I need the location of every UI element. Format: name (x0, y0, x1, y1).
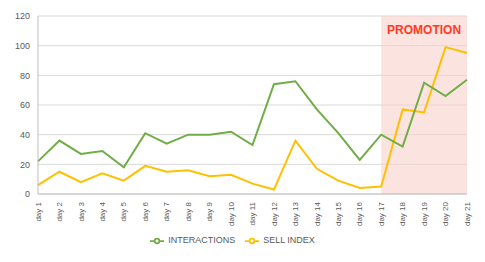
svg-text:day 15: day 15 (334, 201, 343, 226)
svg-text:day 1: day 1 (34, 201, 43, 221)
svg-text:day 2: day 2 (55, 201, 64, 221)
svg-text:day 20: day 20 (441, 201, 450, 226)
html-text:INTERACTIONS: INTERACTIONS (168, 235, 236, 246)
svg-text:day 4: day 4 (98, 201, 107, 221)
svg-text:day 9: day 9 (205, 201, 214, 221)
svg-text:day 6: day 6 (141, 201, 150, 221)
svg-text:day 17: day 17 (377, 201, 386, 226)
svg-text:day 12: day 12 (270, 201, 279, 226)
svg-text:100: 100 (15, 41, 30, 51)
svg-text:20: 20 (20, 160, 30, 170)
svg-text:day 21: day 21 (463, 201, 472, 226)
svg-text:day 11: day 11 (248, 201, 257, 225)
svg-text:0: 0 (25, 189, 30, 199)
html-text:SELL INDEX: SELL INDEX (263, 235, 315, 246)
svg-text:day 16: day 16 (355, 201, 364, 226)
svg-text:day 3: day 3 (77, 201, 86, 221)
svg-text:40: 40 (20, 130, 30, 140)
svg-text:day 19: day 19 (420, 201, 429, 226)
svg-text:60: 60 (20, 100, 30, 110)
svg-text:day 10: day 10 (227, 201, 236, 226)
svg-text:day 13: day 13 (291, 201, 300, 226)
svg-text:day 7: day 7 (162, 201, 171, 221)
svg-text:80: 80 (20, 71, 30, 81)
svg-text:120: 120 (15, 11, 30, 21)
svg-text:day 8: day 8 (184, 201, 193, 221)
svg-text:day 14: day 14 (313, 201, 322, 226)
svg-text:PROMOTION: PROMOTION (387, 23, 461, 37)
svg-text:day 18: day 18 (398, 201, 407, 226)
svg-text:day 5: day 5 (119, 201, 128, 221)
